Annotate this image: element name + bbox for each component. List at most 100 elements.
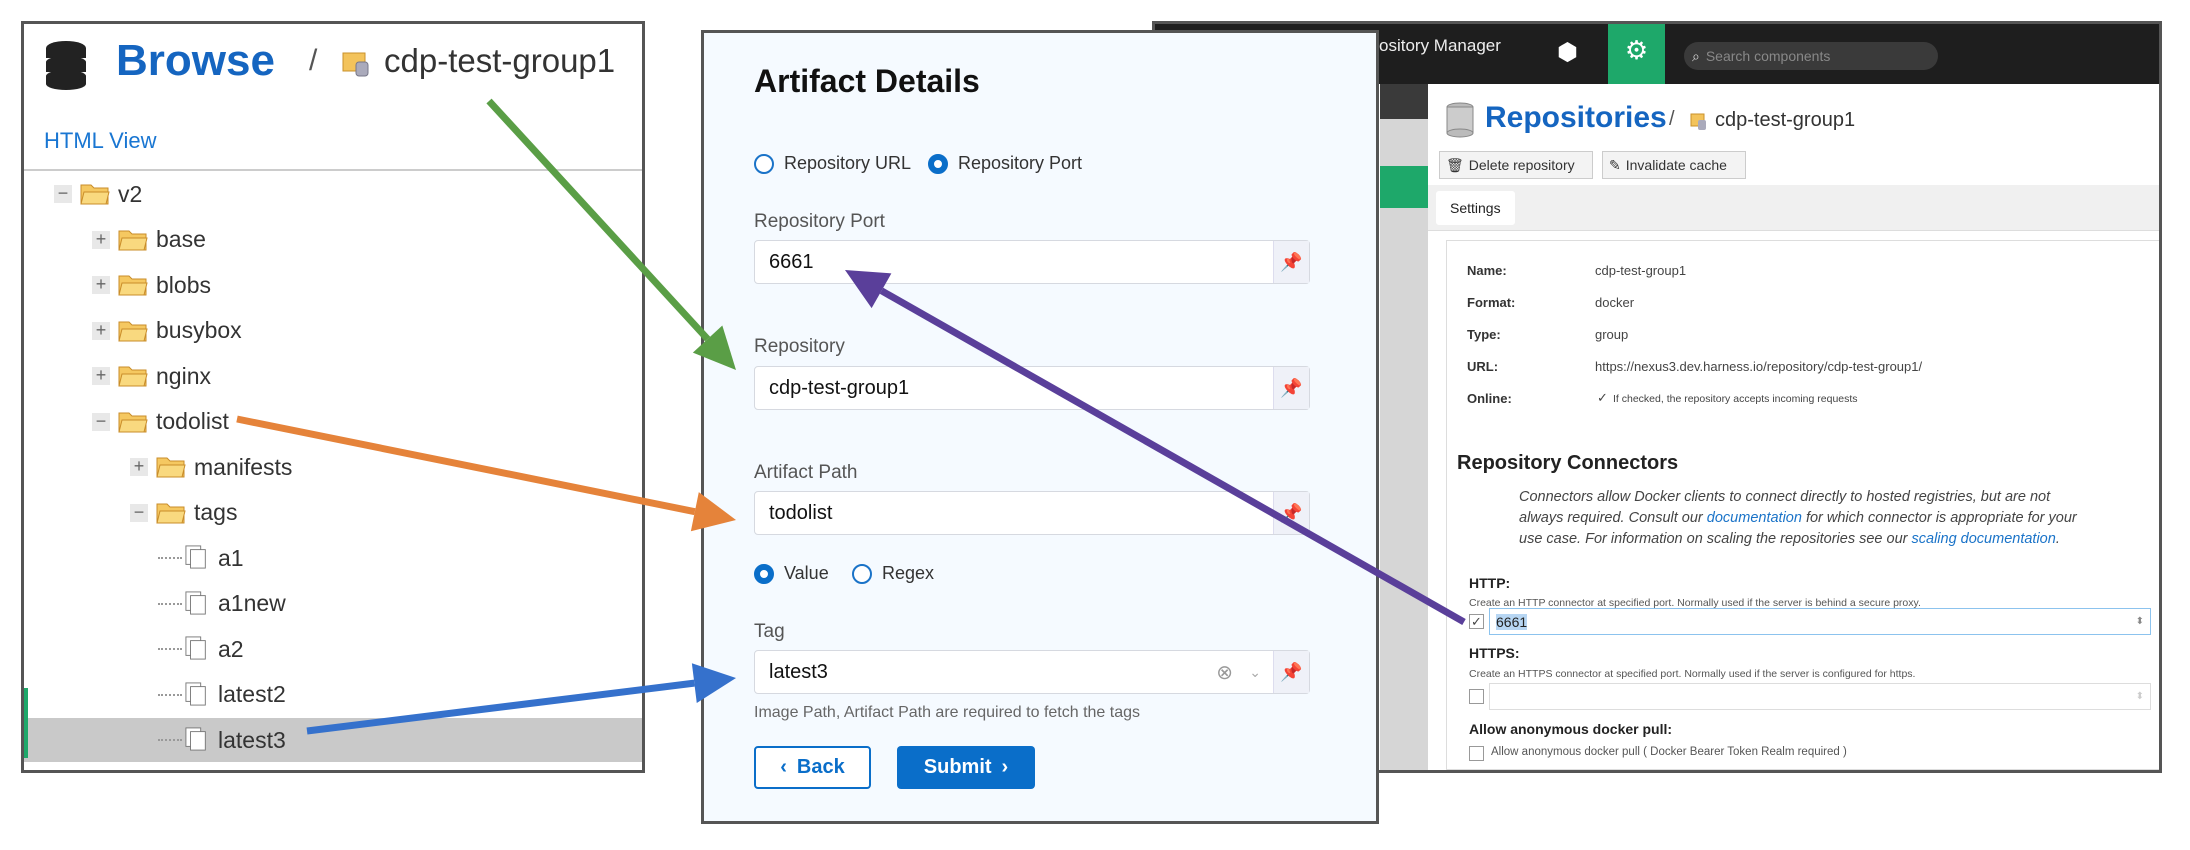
tab-settings[interactable]: Settings bbox=[1436, 191, 1515, 225]
radio-repository-url[interactable]: Repository URL bbox=[754, 153, 911, 174]
browse-cube-icon[interactable]: ⬢ bbox=[1557, 39, 1578, 66]
repository-input[interactable]: cdp-test-group1 📌 bbox=[754, 366, 1310, 410]
folder-icon bbox=[80, 184, 110, 205]
radio-value[interactable]: Value bbox=[754, 563, 829, 584]
tag-select[interactable]: latest3 ⊗ ⌄ 📌 bbox=[754, 650, 1310, 694]
collapse-icon[interactable]: − bbox=[92, 412, 110, 431]
artifact-path-label: Artifact Path bbox=[754, 462, 858, 483]
html-view-link[interactable]: HTML View bbox=[44, 128, 157, 153]
artifact-path-input[interactable]: todolist 📌 bbox=[754, 491, 1310, 535]
online-checkbox[interactable]: ✓ bbox=[1595, 391, 1610, 406]
tree-item[interactable]: latest3 bbox=[24, 718, 642, 762]
https-port-input[interactable]: ⬍ bbox=[1489, 683, 2151, 710]
https-checkbox[interactable] bbox=[1469, 689, 1484, 704]
folder-icon bbox=[156, 457, 186, 478]
administration-gear-icon[interactable]: ⚙ bbox=[1608, 24, 1665, 84]
folder-icon bbox=[118, 275, 148, 296]
spinner-icon[interactable]: ⬍ bbox=[2135, 691, 2144, 702]
field-value: group bbox=[1595, 327, 1629, 342]
tree-item[interactable]: − tags bbox=[24, 491, 642, 535]
folder-icon bbox=[118, 366, 148, 387]
tree-item[interactable]: + nginx bbox=[24, 354, 642, 398]
repository-content: Repositories / cdp-test-group1 🗑 Delete r… bbox=[1428, 84, 2159, 770]
http-label: HTTP: bbox=[1469, 575, 1511, 591]
tree-item[interactable]: + base bbox=[24, 218, 642, 262]
tree-item[interactable]: a2 bbox=[24, 627, 642, 671]
tree-item[interactable]: a1new bbox=[24, 582, 642, 626]
expand-icon[interactable]: + bbox=[92, 366, 110, 385]
expand-icon[interactable]: + bbox=[92, 275, 110, 294]
https-label: HTTPS: bbox=[1469, 645, 1520, 661]
pin-icon[interactable]: 📌 bbox=[1273, 651, 1309, 693]
clear-icon[interactable]: ⊗ bbox=[1216, 661, 1233, 684]
tree-item[interactable]: latest2 bbox=[24, 673, 642, 717]
connectors-title: Repository Connectors bbox=[1457, 452, 1679, 474]
tree-item-label: a1new bbox=[218, 590, 286, 616]
file-icon bbox=[185, 636, 206, 660]
submit-button[interactable]: Submit › bbox=[897, 746, 1035, 789]
trash-icon: 🗑 bbox=[1446, 156, 1464, 173]
tree-item-label: tags bbox=[194, 499, 238, 525]
tree-item[interactable]: + blobs bbox=[24, 263, 642, 307]
http-checkbox[interactable]: ✓ bbox=[1469, 614, 1484, 629]
field-label: URL: bbox=[1467, 359, 1499, 374]
pin-icon[interactable]: 📌 bbox=[1273, 367, 1309, 409]
tree-item[interactable]: + busybox bbox=[24, 309, 642, 353]
tag-label: Tag bbox=[754, 621, 785, 642]
http-description: Create an HTTP connector at specified po… bbox=[1469, 597, 1921, 609]
breadcrumb-separator: / bbox=[309, 44, 318, 77]
field-label: Name: bbox=[1467, 263, 1507, 278]
delete-repository-button[interactable]: 🗑 Delete repository bbox=[1439, 151, 1593, 179]
repositories-title[interactable]: Repositories bbox=[1485, 101, 1667, 134]
expand-icon[interactable]: + bbox=[130, 457, 148, 476]
search-components-input[interactable]: ⌕ Search components bbox=[1684, 42, 1938, 70]
tree-item[interactable]: − v2 bbox=[24, 172, 642, 216]
pin-icon[interactable]: 📌 bbox=[1273, 492, 1309, 534]
radio-regex[interactable]: Regex bbox=[852, 563, 934, 584]
tree-connector bbox=[158, 602, 182, 605]
repository-group-icon bbox=[342, 52, 369, 77]
tree-item-label: latest3 bbox=[218, 726, 286, 753]
https-description: Create an HTTPS connector at specified p… bbox=[1469, 668, 1916, 680]
documentation-link[interactable]: documentation bbox=[1706, 510, 1802, 526]
tree-item[interactable]: + manifests bbox=[24, 445, 642, 489]
collapse-icon[interactable]: − bbox=[130, 503, 148, 522]
database-icon bbox=[46, 41, 86, 90]
spinner-icon[interactable]: ⬍ bbox=[2135, 616, 2144, 627]
tree-item-label: a2 bbox=[218, 635, 244, 662]
tree-item[interactable]: a1 bbox=[24, 536, 642, 580]
invalidate-cache-button[interactable]: ✎ Invalidate cache bbox=[1602, 151, 1746, 179]
field-label: Online: bbox=[1467, 391, 1512, 406]
anonymous-pull-checkbox[interactable] bbox=[1469, 746, 1484, 761]
tree-item[interactable]: − todolist bbox=[24, 400, 642, 444]
app-title: ository Manager bbox=[1379, 36, 1501, 55]
breadcrumb-repository: cdp-test-group1 bbox=[1715, 109, 1856, 131]
field-label: Format: bbox=[1467, 295, 1516, 310]
pin-icon[interactable]: 📌 bbox=[1273, 241, 1309, 283]
expand-icon[interactable]: + bbox=[92, 230, 110, 249]
http-port-input[interactable]: 6661 ⬍ bbox=[1489, 608, 2151, 635]
anonymous-pull-label: Allow anonymous docker pull: bbox=[1469, 721, 1673, 737]
selection-indicator bbox=[24, 688, 28, 758]
collapse-icon[interactable]: − bbox=[54, 184, 72, 203]
tree-item-label: busybox bbox=[156, 317, 242, 343]
field-value[interactable]: https://nexus3.dev.harness.io/repository… bbox=[1595, 359, 1923, 374]
file-icon bbox=[185, 681, 206, 706]
tree-item-label: blobs bbox=[156, 271, 211, 298]
browse-title[interactable]: Browse bbox=[116, 36, 275, 85]
artifact-details-title: Artifact Details bbox=[754, 63, 980, 99]
sidebar-active-item[interactable] bbox=[1380, 166, 1428, 208]
radio-repository-port[interactable]: Repository Port bbox=[928, 153, 1082, 174]
chevron-down-icon[interactable]: ⌄ bbox=[1249, 663, 1261, 680]
field-value: cdp-test-group1 bbox=[1595, 263, 1687, 278]
repository-port-input[interactable]: 6661 📌 bbox=[754, 240, 1310, 284]
breadcrumb-repository: cdp-test-group1 bbox=[384, 42, 616, 79]
scaling-documentation-link[interactable]: scaling documentation bbox=[1911, 531, 2056, 547]
back-button[interactable]: ‹ Back bbox=[754, 746, 871, 789]
expand-icon[interactable]: + bbox=[92, 321, 110, 340]
settings-form: Name: cdp-test-group1 Format: docker Type: gr… bbox=[1446, 240, 2159, 770]
breadcrumb-separator: / bbox=[1669, 108, 1675, 130]
browse-panel: Browse / cdp-test-group1 HTML View − v2 + b… bbox=[21, 21, 645, 773]
tree-item-label: a1 bbox=[218, 544, 244, 571]
folder-icon bbox=[156, 503, 186, 523]
